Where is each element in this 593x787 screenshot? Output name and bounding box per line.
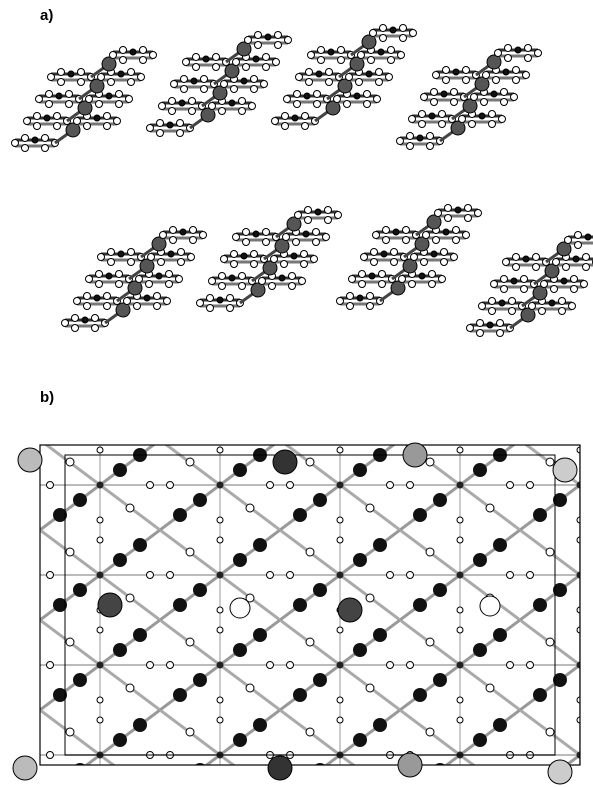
page: a) b) (() => { const data = JSON.parse(d… xyxy=(0,0,593,787)
panel-label: a) xyxy=(40,7,53,24)
panel-label: b) xyxy=(40,389,54,406)
crystal-lattice xyxy=(13,443,580,784)
figure: a) b) xyxy=(0,0,593,787)
molecular-stack-top xyxy=(12,25,542,152)
molecular-stack-bottom xyxy=(62,205,593,337)
